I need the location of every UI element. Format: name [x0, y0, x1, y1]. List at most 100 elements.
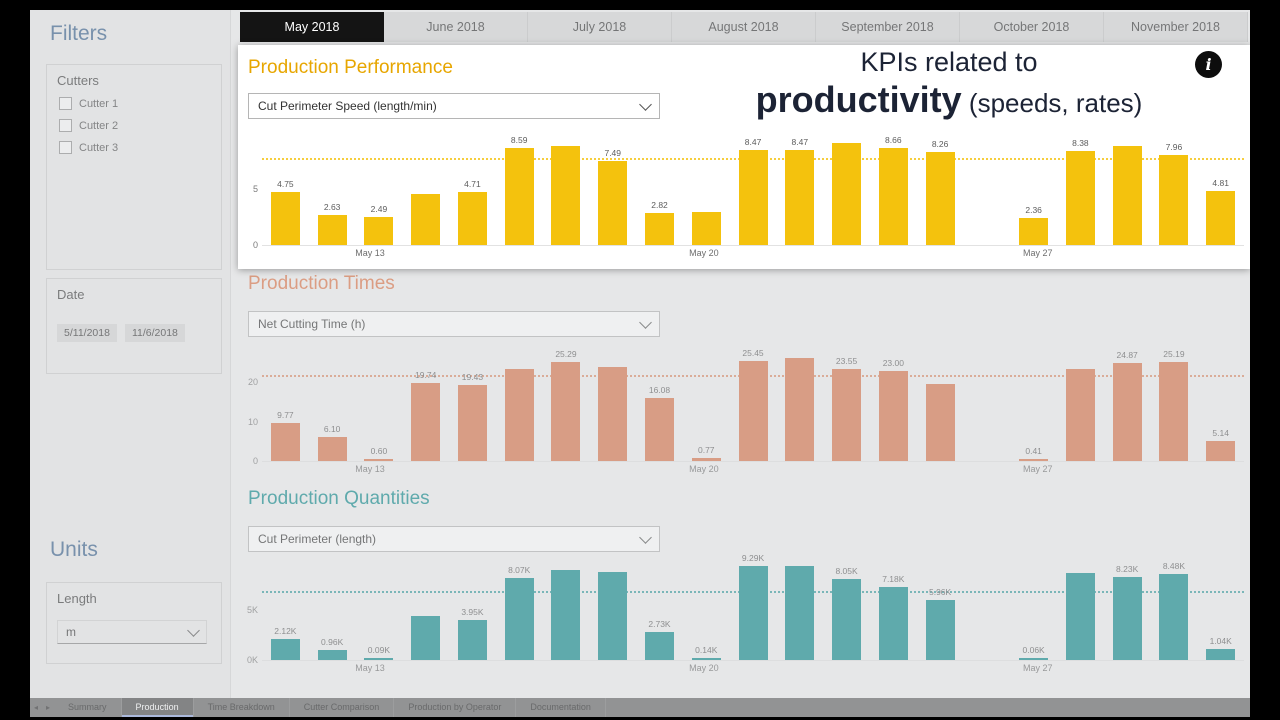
bar[interactable]	[270, 639, 300, 660]
bar[interactable]	[1065, 573, 1095, 660]
bar[interactable]	[832, 143, 862, 245]
tab-october-2018[interactable]: October 2018	[960, 12, 1104, 42]
bar-slot: 3.95K	[449, 560, 496, 660]
bar[interactable]	[457, 620, 487, 660]
bar[interactable]	[457, 385, 487, 461]
bar[interactable]	[364, 459, 394, 461]
bar[interactable]	[551, 146, 581, 245]
cutter-1-option[interactable]: Cutter 1	[59, 97, 221, 110]
bar[interactable]	[878, 587, 908, 660]
bar-value-label: 4.75	[277, 179, 294, 189]
cutter-3-option[interactable]: Cutter 3	[59, 141, 221, 154]
checkbox-icon[interactable]	[59, 141, 72, 154]
bar[interactable]	[364, 217, 394, 245]
bar[interactable]	[504, 578, 534, 660]
bar-slot: 8.23K	[1104, 560, 1151, 660]
bar[interactable]	[270, 423, 300, 461]
bar[interactable]	[1206, 441, 1236, 461]
bar[interactable]	[645, 213, 675, 245]
annotation-line1: KPIs related to	[860, 47, 1038, 77]
bar[interactable]	[598, 161, 628, 245]
tab-july-2018[interactable]: July 2018	[528, 12, 672, 42]
y-tick-label: 0	[252, 456, 258, 466]
quantities-measure-dropdown[interactable]: Cut Perimeter (length)	[248, 526, 660, 552]
tab-june-2018[interactable]: June 2018	[384, 12, 528, 42]
bar[interactable]	[551, 362, 581, 461]
bar-slot: 8.05K	[823, 560, 870, 660]
bar[interactable]	[785, 150, 815, 245]
bar[interactable]	[1112, 363, 1142, 461]
bar[interactable]	[1065, 369, 1095, 461]
bar[interactable]	[645, 398, 675, 461]
bar[interactable]	[738, 566, 768, 660]
bar[interactable]	[832, 579, 862, 660]
bar[interactable]	[691, 658, 721, 660]
bar[interactable]	[504, 148, 534, 245]
page-tab-time-breakdown[interactable]: Time Breakdown	[194, 698, 290, 717]
bar[interactable]	[785, 566, 815, 660]
tab-november-2018[interactable]: November 2018	[1104, 12, 1248, 42]
page-tab-production-by-operator[interactable]: Production by Operator	[394, 698, 517, 717]
cutters-slicer: Cutters Cutter 1 Cutter 2 Cutter 3	[46, 64, 222, 270]
bar[interactable]	[1206, 649, 1236, 660]
bar[interactable]	[738, 361, 768, 461]
scroll-right-icon[interactable]: ▸	[46, 703, 51, 712]
page-tab-documentation[interactable]: Documentation	[516, 698, 606, 717]
checkbox-icon[interactable]	[59, 119, 72, 132]
bar[interactable]	[1019, 218, 1049, 245]
cutter-2-option[interactable]: Cutter 2	[59, 119, 221, 132]
bar[interactable]	[317, 215, 347, 245]
bar[interactable]	[364, 658, 394, 660]
bar[interactable]	[925, 600, 955, 660]
bar[interactable]	[925, 384, 955, 461]
bar[interactable]	[832, 369, 862, 461]
length-unit-dropdown[interactable]: m	[57, 620, 207, 644]
page-tab-production[interactable]: Production	[121, 698, 194, 717]
bar[interactable]	[878, 148, 908, 245]
bar[interactable]	[598, 572, 628, 660]
bar[interactable]	[317, 437, 347, 461]
bar-slot: 9.77	[262, 353, 309, 461]
page-tab-cutter-comparison[interactable]: Cutter Comparison	[290, 698, 395, 717]
bar[interactable]	[1112, 577, 1142, 660]
bar[interactable]	[1019, 459, 1049, 461]
bar[interactable]	[691, 458, 721, 461]
tab-may-2018[interactable]: May 2018	[240, 12, 384, 42]
info-icon[interactable]: i	[1195, 51, 1222, 78]
bar[interactable]	[411, 194, 441, 245]
bar[interactable]	[785, 358, 815, 461]
bar[interactable]	[270, 192, 300, 245]
bar[interactable]	[504, 369, 534, 461]
bar-slot	[589, 353, 636, 461]
bar[interactable]	[551, 570, 581, 660]
production-quantities-section: Production Quantities Cut Perimeter (len…	[238, 480, 1250, 678]
bar[interactable]	[691, 212, 721, 245]
bar[interactable]	[1159, 155, 1189, 245]
bar[interactable]	[1065, 151, 1095, 245]
bar[interactable]	[457, 192, 487, 245]
page-tab-summary[interactable]: Summary	[54, 698, 122, 717]
bar[interactable]	[598, 367, 628, 461]
bar[interactable]	[925, 152, 955, 245]
tab-august-2018[interactable]: August 2018	[672, 12, 816, 42]
tab-september-2018[interactable]: September 2018	[816, 12, 960, 42]
date-end-input[interactable]: 11/6/2018	[124, 324, 185, 342]
performance-measure-dropdown[interactable]: Cut Perimeter Speed (length/min)	[248, 93, 660, 119]
checkbox-icon[interactable]	[59, 97, 72, 110]
bar[interactable]	[1112, 146, 1142, 245]
bar[interactable]	[738, 150, 768, 245]
times-measure-dropdown[interactable]: Net Cutting Time (h)	[248, 311, 660, 337]
bar[interactable]	[1206, 191, 1236, 245]
bar[interactable]	[411, 616, 441, 660]
date-start-input[interactable]: 5/11/2018	[57, 324, 117, 342]
bar[interactable]	[1159, 362, 1189, 461]
bar[interactable]	[1159, 574, 1189, 660]
scroll-left-icon[interactable]: ◂	[34, 703, 39, 712]
bar[interactable]	[878, 371, 908, 461]
bar[interactable]	[1019, 658, 1049, 660]
bar[interactable]	[411, 383, 441, 461]
bar-slot	[683, 137, 730, 245]
bar[interactable]	[645, 632, 675, 660]
bar[interactable]	[317, 650, 347, 660]
